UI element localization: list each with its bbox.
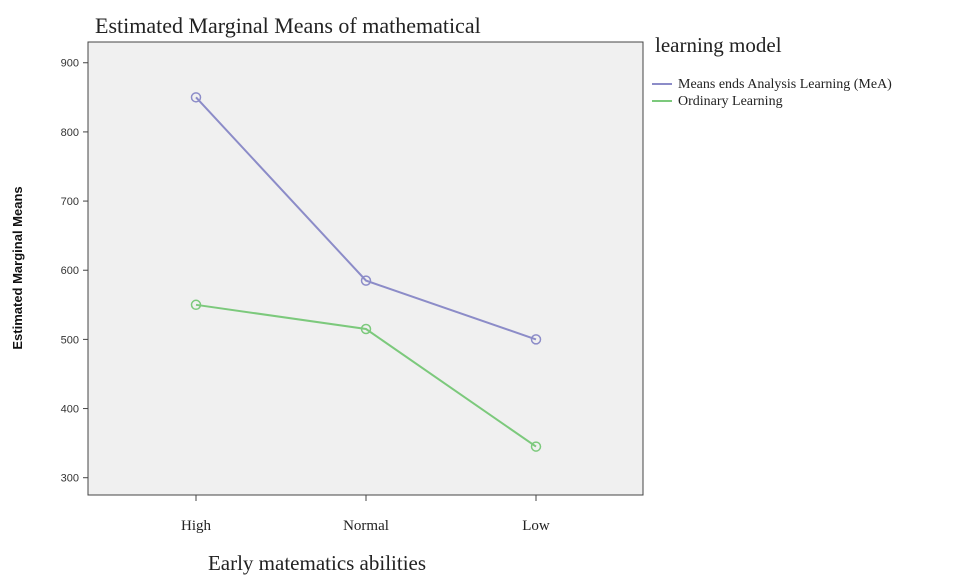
y-tick-label: 400 bbox=[61, 404, 79, 416]
x-axis: High Normal Low bbox=[181, 495, 550, 534]
x-axis-label: Early matematics abilities bbox=[208, 551, 426, 575]
data-point bbox=[190, 92, 202, 103]
y-tick-label: 300 bbox=[61, 473, 79, 485]
data-point bbox=[360, 323, 372, 335]
data-point bbox=[360, 275, 372, 286]
series-line-2 bbox=[195, 303, 537, 448]
y-tick-label: 800 bbox=[61, 127, 79, 139]
x-tick-label: Low bbox=[522, 518, 550, 534]
y-tick-label: 900 bbox=[61, 58, 79, 70]
legend-title: learning model bbox=[655, 33, 782, 57]
chart-title: Estimated Marginal Means of mathematical bbox=[95, 13, 481, 38]
data-point bbox=[530, 441, 542, 452]
y-tick-label: 700 bbox=[61, 196, 79, 208]
y-tick-label: 500 bbox=[61, 334, 79, 346]
series-group bbox=[190, 92, 542, 452]
x-tick-label: High bbox=[181, 518, 212, 534]
series-line-1 bbox=[195, 96, 537, 341]
y-tick-label: 600 bbox=[61, 265, 79, 277]
data-point bbox=[530, 334, 542, 345]
x-tick-label: Normal bbox=[343, 518, 389, 534]
y-axis: 300 400 500 600 700 800 900 bbox=[61, 58, 88, 485]
plot-area bbox=[87, 41, 644, 496]
data-point bbox=[190, 299, 202, 311]
legend-item-label: Ordinary Learning bbox=[678, 94, 783, 109]
y-axis-label: Estimated Marginal Means bbox=[10, 186, 25, 349]
legend-item-label: Means ends Analysis Learning (MeA) bbox=[678, 77, 892, 92]
legend: Means ends Analysis Learning (MeA) Ordina… bbox=[652, 77, 892, 109]
